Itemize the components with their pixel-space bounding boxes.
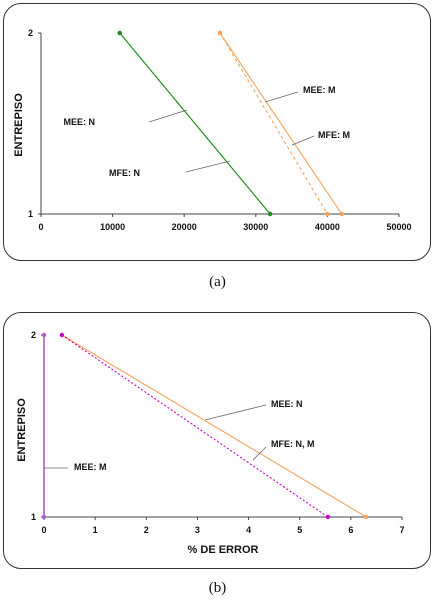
chart-a-y-axis-label: ENTREPISO — [13, 93, 25, 157]
chart-a-x-tick-label: 10000 — [100, 222, 125, 232]
chart-b-x-tick-label: 5 — [297, 525, 302, 535]
chart-b-series-mfe-nm-point — [59, 332, 65, 338]
chart-a-series-mfe-n-point — [267, 211, 273, 217]
chart-b-annotation-label: MFE: N, M — [271, 439, 315, 449]
chart-a-annotation-label: MFE: N — [109, 168, 140, 178]
chart-a-series-mee-m-line — [219, 32, 343, 215]
chart-b-series-mfe-nm-point — [325, 514, 331, 520]
chart-a-annotation-leader — [148, 109, 188, 123]
chart-b-series-mfe-nm-line — [61, 334, 329, 518]
chart-a-x-tick-label: 20000 — [172, 222, 197, 232]
chart-a-x-tick-label: 30000 — [243, 222, 268, 232]
chart-b-series-mee-n-point — [364, 514, 369, 520]
chart-b-x-tick-label: 6 — [348, 525, 353, 535]
chart-a-x-tick-label: 0 — [38, 222, 43, 232]
chart-b-series-mee-m-point — [41, 514, 47, 520]
chart-a-frame — [3, 3, 431, 261]
chart-a-series-mee-m-point — [339, 211, 344, 217]
chart-b-series-mee-m-point — [41, 332, 47, 338]
chart-a-x-tick-label: 50000 — [386, 222, 411, 232]
chart-a-series-mfe-n-line — [119, 32, 271, 215]
caption-b: (b) — [208, 580, 227, 596]
caption-a: (a) — [209, 274, 226, 290]
chart-a-series-mfe-m-line — [219, 32, 328, 215]
chart-b-annotation-leader — [252, 446, 267, 461]
chart-b-annotation-leader — [204, 404, 267, 421]
chart-b-x-tick-label: 1 — [93, 525, 98, 535]
chart-b-x-axis-label: % DE ERROR — [188, 544, 259, 556]
chart-b-y-tick-label: 1 — [31, 512, 36, 522]
chart-a-annotation-label: MEE: N — [64, 117, 96, 127]
chart-b-x-tick-label: 0 — [41, 525, 46, 535]
chart-a-y-tick-label: 2 — [28, 28, 33, 38]
chart-b-annotation-label: MEE: N — [271, 399, 303, 409]
chart-b-frame — [3, 312, 431, 569]
chart-a-x-tick-label: 40000 — [315, 222, 340, 232]
chart-b-x-tick-label: 3 — [195, 525, 200, 535]
chart-a-series-mfe-m-point — [325, 211, 330, 217]
chart-b-y-axis-label: ENTREPISO — [16, 398, 28, 462]
chart-b-x-tick-label: 7 — [399, 525, 404, 535]
chart-a-y-tick-label: 1 — [28, 209, 33, 219]
chart-a-series-mfe-n-point — [117, 30, 122, 36]
chart-a-series-mfe-m-point — [217, 30, 223, 36]
chart-a-annotation-label: MEE: M — [303, 85, 336, 95]
chart-b-x-tick-label: 4 — [246, 525, 251, 535]
chart-a-annotation-leader — [291, 135, 315, 146]
chart-b-annotation-label: MEE: M — [74, 462, 107, 472]
chart-a-annotation-leader — [264, 91, 299, 103]
chart-b-series-mee-n-line — [61, 334, 367, 518]
chart-a-annotation-leader — [185, 160, 231, 173]
chart-b-x-tick-label: 2 — [144, 525, 149, 535]
chart-a-annotation-label: MFE: M — [318, 130, 350, 140]
chart-b-y-tick-label: 2 — [31, 330, 36, 340]
